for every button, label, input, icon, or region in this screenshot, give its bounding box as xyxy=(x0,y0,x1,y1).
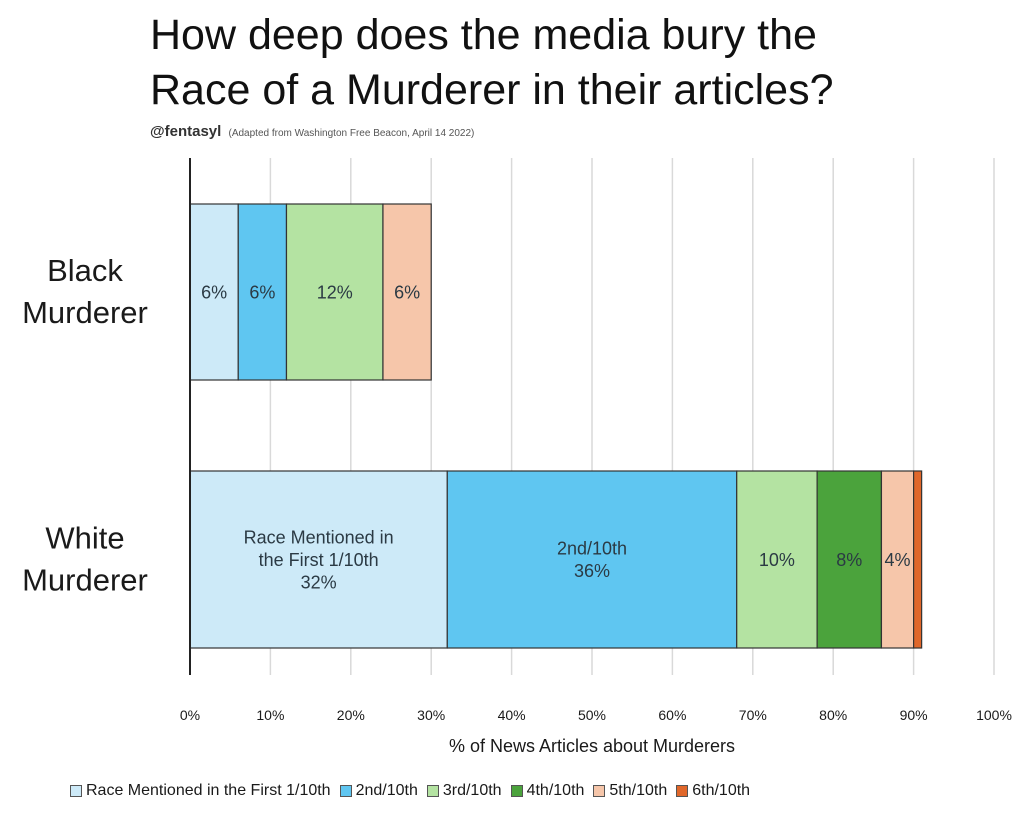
x-tick-label: 30% xyxy=(417,707,445,723)
x-tick-label: 80% xyxy=(819,707,847,723)
legend-item: Race Mentioned in the First 1/10th xyxy=(70,782,331,800)
legend-swatch xyxy=(593,785,606,797)
legend-swatch xyxy=(70,785,82,797)
x-tick-label: 90% xyxy=(900,707,928,723)
title-line-1: How deep does the media bury the xyxy=(150,11,817,59)
legend-item: 2nd/10th xyxy=(339,782,418,800)
data-label: 6% xyxy=(201,282,227,302)
category-label: White Murderer xyxy=(22,521,148,598)
x-tick-label: 10% xyxy=(256,707,284,723)
source-note: (Adapted from Washington Free Beacon, Ap… xyxy=(228,128,475,139)
data-label: 12% xyxy=(317,282,353,302)
legend-swatch xyxy=(510,785,523,797)
bar-segment xyxy=(189,203,239,381)
x-tick-label: 20% xyxy=(337,707,365,723)
data-label: 4% xyxy=(885,550,911,570)
legend-item: 4th/10th xyxy=(510,782,585,800)
legend-label: Race Mentioned in the First 1/10th xyxy=(86,782,331,799)
x-tick-label: 60% xyxy=(658,707,686,723)
data-label: Race Mentioned in the First 1/10th 32% xyxy=(244,527,394,592)
category-label: Black Murderer xyxy=(22,253,148,330)
x-tick-label: 100% xyxy=(976,707,1012,723)
bar-segment xyxy=(736,470,818,649)
x-tick-label: 0% xyxy=(180,707,200,723)
legend-item: 3rd/10th xyxy=(426,782,502,800)
data-label: 10% xyxy=(759,550,795,570)
x-tick-label: 40% xyxy=(498,707,526,723)
bar-segment xyxy=(382,203,432,381)
legend-label: 2nd/10th xyxy=(355,782,418,799)
legend-label: 6th/10th xyxy=(692,782,751,799)
legend-swatch xyxy=(426,785,439,797)
legend-label: 4th/10th xyxy=(526,782,585,799)
data-label: 6% xyxy=(394,282,420,302)
bar-segment xyxy=(285,203,384,381)
byline: @fentasyl (Adapted from Washington Free … xyxy=(150,123,474,140)
x-axis-title: % of News Articles about Murderers xyxy=(449,736,735,756)
bar-segment xyxy=(237,203,288,381)
legend-item: 5th/10th xyxy=(593,782,667,800)
bar-segment xyxy=(912,470,923,649)
legend-label: 5th/10th xyxy=(609,782,668,799)
legend-swatch xyxy=(676,785,689,797)
bar-segment xyxy=(816,470,883,649)
chart-legend: Race Mentioned in the First 1/10th 2nd/10… xyxy=(70,782,759,800)
data-label: 6% xyxy=(249,282,275,302)
bar-segment xyxy=(446,470,738,649)
chart-title: How deep does the media bury the Race of… xyxy=(150,8,1010,118)
x-tick-label: 50% xyxy=(578,707,606,723)
data-label: 2nd/10th 36% xyxy=(557,539,627,582)
legend-item: 6th/10th xyxy=(676,782,750,800)
data-label: 8% xyxy=(836,550,862,570)
legend-label: 3rd/10th xyxy=(442,782,502,799)
title-line-2: Race of a Murderer in their articles? xyxy=(150,66,834,114)
x-tick-label: 70% xyxy=(739,707,767,723)
author-handle: @fentasyl xyxy=(150,123,222,140)
legend-swatch xyxy=(339,785,352,797)
